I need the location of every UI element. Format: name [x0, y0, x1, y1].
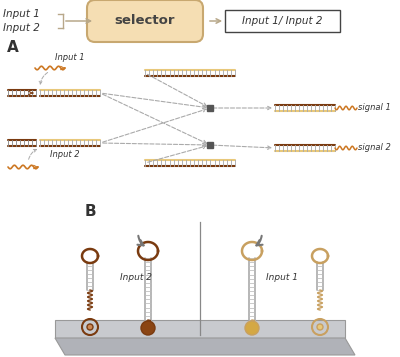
- Text: Input 1/ Input 2: Input 1/ Input 2: [242, 16, 322, 26]
- Text: B: B: [85, 204, 97, 219]
- Text: signal 2: signal 2: [358, 144, 391, 152]
- Circle shape: [141, 321, 155, 335]
- Circle shape: [87, 324, 93, 330]
- Text: signal 1: signal 1: [358, 104, 391, 112]
- Text: Input 1: Input 1: [55, 53, 85, 62]
- Circle shape: [317, 324, 323, 330]
- Circle shape: [245, 321, 259, 335]
- FancyBboxPatch shape: [225, 10, 340, 32]
- Polygon shape: [55, 338, 355, 355]
- Text: Input 1: Input 1: [3, 9, 40, 19]
- FancyBboxPatch shape: [87, 0, 203, 42]
- Text: Input 2: Input 2: [50, 150, 80, 159]
- Text: A: A: [7, 40, 19, 55]
- Text: selector: selector: [115, 15, 175, 27]
- Text: Input 1: Input 1: [266, 273, 298, 282]
- Polygon shape: [55, 320, 345, 338]
- Text: Input 2: Input 2: [120, 273, 152, 282]
- Text: Input 2: Input 2: [3, 23, 40, 33]
